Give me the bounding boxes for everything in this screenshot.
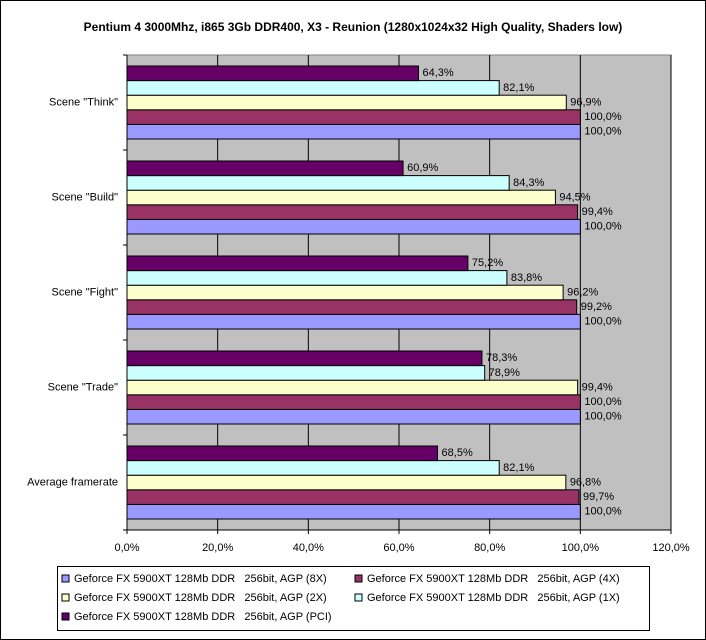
legend-label: Geforce FX 5900XT 128Mb DDR 256bit, AGP … [74,611,332,623]
value-label: 83,8% [511,272,542,284]
bar [126,365,486,381]
bar [126,109,581,125]
value-label: 99,7% [583,491,614,503]
bar [126,445,439,462]
chart-title: Pentium 4 3000Mhz, i865 3Gb DDR400, X3 -… [84,20,623,34]
bar [126,175,510,191]
value-label: 75,2% [472,257,503,269]
bar [126,474,567,491]
value-label: 96,2% [567,286,598,298]
bar [126,218,581,235]
bar [126,255,469,272]
legend-swatch [61,574,70,583]
value-label: 100,0% [584,221,622,233]
value-label: 100,0% [584,316,622,328]
legend-swatch [61,593,70,602]
y-tick-label: Scene "Trade" [48,381,118,393]
value-label: 100,0% [584,396,622,408]
bar [126,460,500,476]
bar [126,503,581,520]
bar [126,313,581,330]
legend-label: Geforce FX 5900XT 128Mb DDR 256bit, AGP … [74,592,327,604]
y-tick-label: Scene "Fight" [51,286,118,298]
value-label: 68,5% [442,447,473,459]
legend-swatch [354,574,363,583]
value-label: 82,1% [503,462,534,474]
legend-swatch [354,593,363,602]
value-label: 100,0% [584,126,622,138]
x-tick-label: 100,0% [562,542,600,554]
bar [126,394,581,410]
legend-label: Geforce FX 5900XT 128Mb DDR 256bit, AGP … [367,592,620,604]
value-label: 99,4% [582,381,613,393]
value-label: 84,3% [513,177,544,189]
bar [126,270,508,286]
bar [126,284,564,301]
legend-swatch [61,612,70,621]
bar [126,204,579,220]
x-tick-label: 60,0% [383,542,414,554]
value-label: 96,9% [570,96,601,108]
bar [126,80,500,96]
legend-label: Geforce FX 5900XT 128Mb DDR 256bit, AGP … [367,573,620,585]
value-label: 82,1% [503,82,534,94]
bar [126,123,581,140]
bar [126,160,404,177]
x-tick-label: 80,0% [474,542,505,554]
value-label: 78,9% [489,367,520,379]
legend-box [57,566,650,631]
value-label: 99,4% [582,206,613,218]
bar [126,94,567,111]
y-tick-label: Scene "Build" [51,191,118,203]
bar [126,489,580,505]
value-label: 99,2% [581,301,612,313]
y-tick-label: Average framerate [27,476,118,488]
bar [126,379,579,396]
value-label: 100,0% [584,111,622,123]
value-label: 100,0% [584,506,622,518]
bar [126,65,419,82]
value-label: 96,8% [570,476,601,488]
value-label: 64,3% [422,67,453,79]
x-tick-label: 0,0% [114,542,139,554]
value-label: 100,0% [584,411,622,423]
y-tick-label: Scene "Think" [49,96,118,108]
bar [126,408,581,425]
bar [126,350,483,367]
x-tick-label: 20,0% [202,542,233,554]
x-tick-label: 40,0% [293,542,324,554]
value-label: 94,5% [559,191,590,203]
x-tick-label: 120,0% [652,542,690,554]
value-label: 60,9% [407,162,438,174]
bar [126,189,556,206]
bar [126,299,578,315]
value-label: 78,3% [486,352,517,364]
legend-label: Geforce FX 5900XT 128Mb DDR 256bit, AGP … [74,573,327,585]
